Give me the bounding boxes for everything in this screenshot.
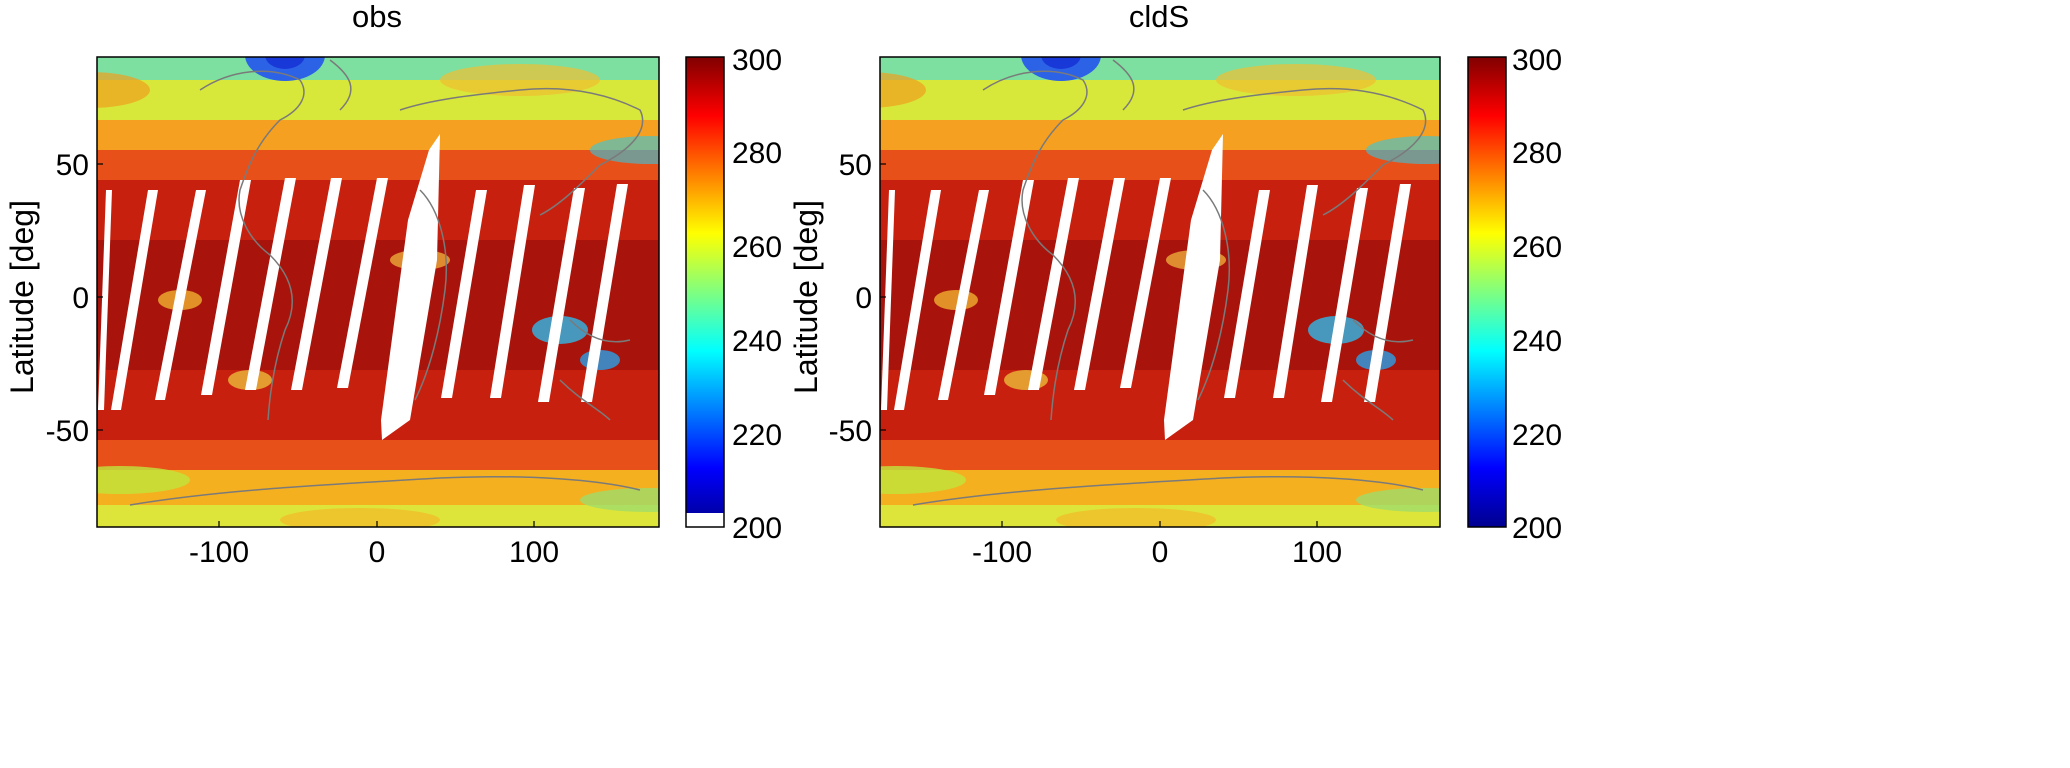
chart-title: cldS xyxy=(1129,0,1189,34)
x-axis: -100 0 100 xyxy=(972,521,1342,569)
x-tick-label: 100 xyxy=(509,536,559,569)
x-tick-label: -100 xyxy=(972,536,1032,569)
heatmap-panel-clds: cldS xyxy=(788,0,1562,569)
colorbar-gradient xyxy=(1468,57,1506,527)
colorbar-tick-label: 280 xyxy=(732,137,782,170)
colorbar: 300 280 260 240 220 200 xyxy=(1467,44,1562,545)
y-tick-label: 50 xyxy=(56,149,89,182)
x-tick-label: -100 xyxy=(189,536,249,569)
colorbar-tick-label: 200 xyxy=(1512,512,1562,545)
map-plot-area xyxy=(96,56,660,528)
chart-title: obs xyxy=(352,0,402,34)
colorbar-tick-label: 260 xyxy=(1512,231,1562,264)
colorbar-tick-label: 220 xyxy=(732,419,782,452)
heatmap-panel-obs: obs xyxy=(4,0,782,569)
colorbar-tick-label: 200 xyxy=(732,512,782,545)
plot-frame xyxy=(96,56,660,528)
y-axis-label: Latitude [deg] xyxy=(788,200,824,394)
colorbar-tick-label: 280 xyxy=(1512,137,1562,170)
colorbar-tick-label: 240 xyxy=(732,325,782,358)
y-axis: 50 0 -50 Latitude [deg] xyxy=(788,149,886,448)
y-axis: 50 0 -50 Latitude [deg] xyxy=(4,149,103,448)
colorbar-tick-label: 300 xyxy=(732,44,782,77)
y-tick-label: 50 xyxy=(839,149,872,182)
y-axis-label: Latitude [deg] xyxy=(4,200,40,394)
x-tick-label: 100 xyxy=(1292,536,1342,569)
y-tick-label: -50 xyxy=(46,415,89,448)
colorbar: 300 280 260 240 220 200 xyxy=(685,44,782,545)
map-plot-area xyxy=(879,56,1441,528)
colorbar-tick-label: 300 xyxy=(1512,44,1562,77)
x-tick-label: 0 xyxy=(1152,536,1169,569)
coastlines xyxy=(912,59,1427,506)
x-tick-label: 0 xyxy=(369,536,386,569)
colorbar-bottom-white xyxy=(686,513,724,527)
y-tick-label: -50 xyxy=(829,415,872,448)
colorbar-tick-label: 220 xyxy=(1512,419,1562,452)
x-axis: -100 0 100 xyxy=(189,521,559,569)
missing-data-swaths xyxy=(881,134,1411,440)
coastlines xyxy=(129,59,644,506)
colorbar-gradient xyxy=(686,57,724,527)
missing-data-swaths xyxy=(98,134,628,440)
colorbar-tick-label: 260 xyxy=(732,231,782,264)
y-tick-label: 0 xyxy=(72,282,89,315)
y-tick-label: 0 xyxy=(855,282,872,315)
colorbar-tick-label: 240 xyxy=(1512,325,1562,358)
